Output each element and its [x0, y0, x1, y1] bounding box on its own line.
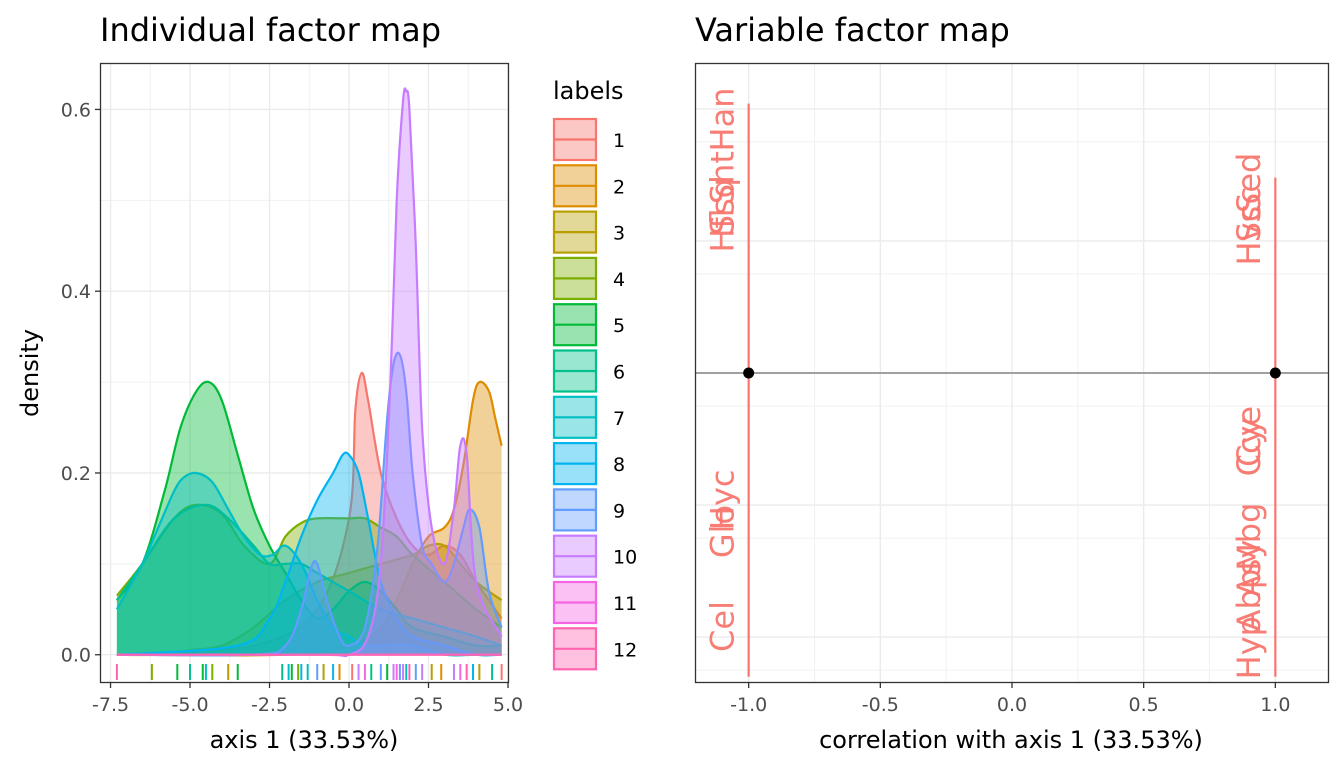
variable-label-glo: Glo: [703, 505, 741, 558]
legend-item-5: 5: [552, 303, 625, 347]
x-tick-label: -7.5: [92, 694, 129, 716]
legend-item-9: 9: [552, 488, 625, 532]
variable-label-hyc: Hyc: [703, 470, 741, 531]
variable-label-hyp: Hyp: [1230, 616, 1268, 679]
density-line-7: [115, 471, 502, 657]
variable-label-hfl: Hfl: [703, 208, 741, 252]
x-tick-label: 0.5: [1129, 694, 1159, 716]
legend-title: labels: [553, 77, 624, 105]
density-line-6: [115, 503, 502, 647]
y-tick-label: 0.6: [61, 99, 91, 121]
legend-item-1: 1: [552, 117, 625, 162]
density-area-10: [116, 88, 502, 657]
legend-item-2: 2: [552, 164, 625, 208]
variable-label-asy: Asy: [1230, 540, 1268, 598]
variable-label-ssq: Ssq: [703, 178, 741, 235]
left-panel-border: [99, 62, 510, 684]
y-tick-label: 0.2: [61, 463, 91, 485]
variable-label-han: Han: [703, 88, 741, 152]
left-x-axis-label: axis 1 (33.53%): [210, 726, 399, 754]
density-areas: [115, 87, 503, 658]
legend-label: 10: [613, 547, 637, 569]
x-tick-label: 5.0: [493, 694, 523, 716]
legend-label: 12: [613, 639, 637, 661]
density-line-5: [115, 380, 502, 648]
legend-label: 1: [613, 130, 625, 152]
density-area-5: [116, 381, 502, 655]
variable-label-abp: Abp: [1230, 569, 1268, 632]
x-tick-label: -2.5: [251, 694, 288, 716]
legend-item-7: 7: [552, 395, 625, 439]
left-y-ticks: 0.0 0.2 0.4 0.6: [61, 99, 101, 667]
variable-label-hvs: Hvs: [1230, 206, 1268, 266]
legend-item-8: 8: [552, 442, 625, 486]
variable-point: [1269, 367, 1281, 379]
legend-item-11: 11: [552, 580, 637, 625]
x-tick-label: 0.0: [997, 694, 1027, 716]
right-plot-title: Variable factor map: [695, 11, 1010, 49]
variable-label-sed: Sed: [1230, 153, 1268, 213]
left-plot-title: Individual factor map: [100, 11, 441, 49]
legend-label: 3: [613, 223, 625, 245]
legend-label: 2: [613, 176, 625, 198]
legend-label: 5: [613, 315, 625, 337]
legend-item-4: 4: [552, 256, 625, 300]
legend-item-10: 10: [552, 534, 637, 578]
legend-label: 7: [613, 408, 625, 430]
left-x-ticks: -7.5 -5.0 -2.5 0.0 2.5 5.0: [92, 682, 523, 716]
x-tick-label: 2.5: [413, 694, 443, 716]
right-x-ticks: -1.0 -0.5 0.0 0.5 1.0: [730, 682, 1290, 716]
density-area-1: [116, 372, 502, 655]
legend-item-12: 12: [552, 627, 637, 671]
legend-label: 6: [613, 362, 625, 384]
density-area-9: [116, 352, 502, 656]
legend-label: 9: [613, 500, 625, 522]
rug-marks: [115, 664, 503, 680]
x-tick-label: 0.0: [334, 694, 364, 716]
right-x-axis-label: correlation with axis 1 (33.53%): [819, 726, 1203, 754]
density-line-8: [116, 451, 502, 657]
x-tick-label: -0.5: [862, 694, 899, 716]
variable-label-cel: Cel: [703, 601, 741, 652]
density-line-1: [116, 371, 503, 656]
legend-item-3: 3: [552, 210, 625, 254]
legend-label: 4: [613, 269, 625, 291]
y-tick-label: 0.0: [61, 645, 91, 667]
density-area-7: [116, 472, 502, 656]
legend-item-6: 6: [552, 349, 625, 393]
variable-label-scc: Scc: [1230, 187, 1268, 243]
variable-label-cye: Cye: [1230, 406, 1268, 467]
density-area-2: [116, 381, 502, 656]
variable-label-mbg: Mbg: [1230, 503, 1268, 571]
density-line-9: [116, 351, 503, 657]
left-y-axis-label: density: [16, 329, 44, 417]
legend-label: 11: [613, 593, 637, 615]
x-tick-label: -5.0: [171, 694, 208, 716]
variable-point: [743, 367, 755, 379]
y-tick-label: 0.4: [61, 281, 91, 303]
variable-label-sht: Sht: [703, 151, 741, 204]
x-tick-label: 1.0: [1260, 694, 1290, 716]
density-area-3: [116, 543, 502, 656]
variable-label-ccy: Ccy: [1230, 417, 1268, 476]
legend-label: 8: [613, 454, 625, 476]
density-area-8: [116, 452, 502, 656]
x-tick-label: -1.0: [730, 694, 767, 716]
density-line-10: [116, 87, 503, 658]
